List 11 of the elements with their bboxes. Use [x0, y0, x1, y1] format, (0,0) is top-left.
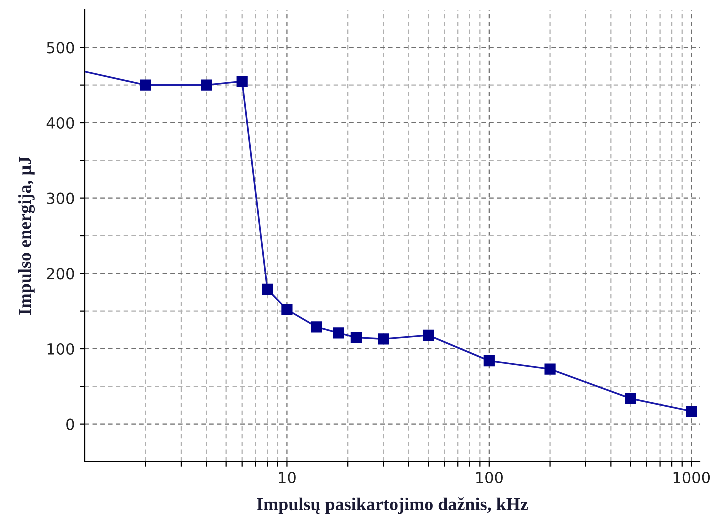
y-tick-label: 0	[66, 418, 74, 430]
y-axis-title: Impulso energija, µJ	[18, 156, 36, 316]
x-axis-title: Impulsų pasikartojimo dažnis, kHz	[257, 498, 528, 514]
y-tick-label: 400	[46, 117, 74, 130]
x-tick-label: 10	[279, 472, 296, 484]
y-tick-label: 200	[47, 268, 74, 280]
y-tick-label: 100	[48, 343, 74, 356]
x-tick-label: 1000	[674, 472, 710, 484]
y-tick-label: 300	[47, 192, 74, 204]
y-tick-label: 500	[47, 42, 74, 54]
x-tick-label: 100	[476, 472, 503, 484]
